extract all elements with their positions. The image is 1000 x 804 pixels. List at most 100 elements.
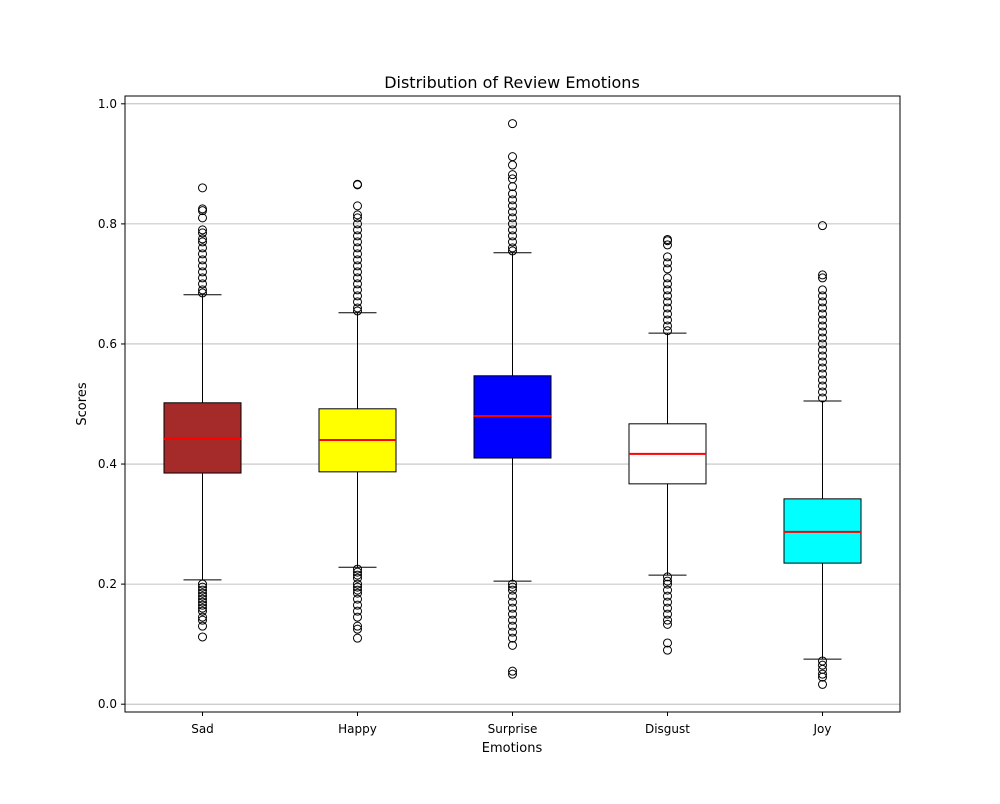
- outlier-point: [663, 258, 672, 268]
- chart-title: Distribution of Review Emotions: [384, 73, 640, 92]
- outlier-point: [508, 152, 517, 162]
- outlier-point: [663, 273, 672, 283]
- outlier-point: [353, 180, 362, 190]
- outlier-point: [663, 264, 672, 274]
- outlier-point: [508, 201, 517, 211]
- outlier-point: [353, 567, 362, 577]
- outlier-point: [353, 297, 362, 307]
- outlier-point: [663, 591, 672, 601]
- outlier-point: [353, 564, 362, 574]
- outlier-point: [818, 672, 827, 682]
- y-ticks: 0.0 0.2 0.4 0.6 0.8 1.0: [98, 97, 125, 711]
- outlier-point: [508, 231, 517, 241]
- outlier-point: [663, 609, 672, 619]
- outlier-point: [508, 119, 517, 129]
- outlier-point: [198, 225, 207, 235]
- y-tick-label: 0.0: [98, 697, 117, 711]
- outlier-point: [663, 579, 672, 589]
- outlier-point: [508, 219, 517, 229]
- outlier-point: [663, 291, 672, 301]
- outlier-point: [198, 279, 207, 289]
- outlier-point: [818, 345, 827, 355]
- outlier-point: [198, 632, 207, 642]
- outlier-point: [818, 333, 827, 343]
- box-sad: [163, 183, 242, 642]
- outlier-point: [353, 633, 362, 643]
- outlier-point: [508, 609, 517, 619]
- outlier-point: [508, 585, 517, 595]
- outlier-point: [198, 285, 207, 295]
- y-tick-label: 0.6: [98, 337, 117, 351]
- outlier-point: [198, 615, 207, 625]
- outlier-point: [663, 638, 672, 648]
- outlier-point: [508, 591, 517, 601]
- outlier-point: [198, 585, 207, 595]
- x-tick-label: Happy: [338, 722, 377, 736]
- outlier-point: [818, 375, 827, 385]
- outlier-point: [663, 326, 672, 336]
- outlier-point: [353, 225, 362, 235]
- outlier-point: [508, 582, 517, 592]
- outlier-point: [198, 213, 207, 223]
- outlier-point: [508, 627, 517, 637]
- outlier-point: [818, 309, 827, 319]
- outlier-point: [508, 633, 517, 643]
- outlier-point: [353, 306, 362, 316]
- outlier-point: [353, 594, 362, 604]
- outlier-point: [508, 170, 517, 180]
- outlier-point: [508, 579, 517, 589]
- outlier-point: [353, 213, 362, 223]
- outlier-point: [818, 351, 827, 361]
- outlier-point: [353, 570, 362, 580]
- outlier-point: [198, 249, 207, 259]
- outlier-point: [663, 603, 672, 613]
- x-tick-label: Disgust: [645, 722, 690, 736]
- x-axis-label: Emotions: [482, 741, 543, 756]
- outlier-point: [353, 588, 362, 598]
- outlier-point: [353, 273, 362, 283]
- outlier-point: [198, 594, 207, 604]
- y-tick-label: 0.8: [98, 217, 117, 231]
- outlier-point: [198, 612, 207, 622]
- outlier-point: [198, 600, 207, 610]
- outlier-point: [353, 612, 362, 622]
- outlier-point: [198, 588, 207, 598]
- outlier-point: [508, 640, 517, 650]
- outlier-point: [663, 279, 672, 289]
- outlier-point: [663, 240, 672, 250]
- outlier-point: [818, 315, 827, 325]
- outlier-point: [353, 255, 362, 265]
- outlier-point: [818, 679, 827, 689]
- outlier-point: [663, 585, 672, 595]
- outlier-point: [663, 645, 672, 655]
- outlier-point: [818, 221, 827, 231]
- outlier-point: [818, 363, 827, 373]
- outlier-point: [353, 219, 362, 229]
- outlier-point: [818, 297, 827, 307]
- outlier-point: [353, 201, 362, 211]
- outlier-point: [508, 246, 517, 256]
- outlier-point: [508, 666, 517, 676]
- outlier-point: [353, 237, 362, 247]
- outlier-point: [508, 182, 517, 192]
- outlier-point: [198, 597, 207, 607]
- outlier-point: [818, 357, 827, 367]
- outlier-point: [353, 291, 362, 301]
- outlier-point: [663, 615, 672, 625]
- outlier-point: [508, 213, 517, 223]
- outlier-point: [818, 393, 827, 403]
- outlier-point: [508, 603, 517, 613]
- outlier-point: [353, 243, 362, 253]
- outlier-point: [353, 210, 362, 220]
- outlier-point: [818, 291, 827, 301]
- outlier-point: [198, 255, 207, 265]
- outlier-point: [353, 573, 362, 583]
- outlier-point: [508, 195, 517, 205]
- outlier-point: [508, 189, 517, 199]
- outlier-point: [353, 585, 362, 595]
- outlier-point: [508, 243, 517, 253]
- outlier-point: [353, 261, 362, 271]
- outlier-point: [663, 252, 672, 262]
- outlier-point: [198, 267, 207, 277]
- outlier-point: [198, 591, 207, 601]
